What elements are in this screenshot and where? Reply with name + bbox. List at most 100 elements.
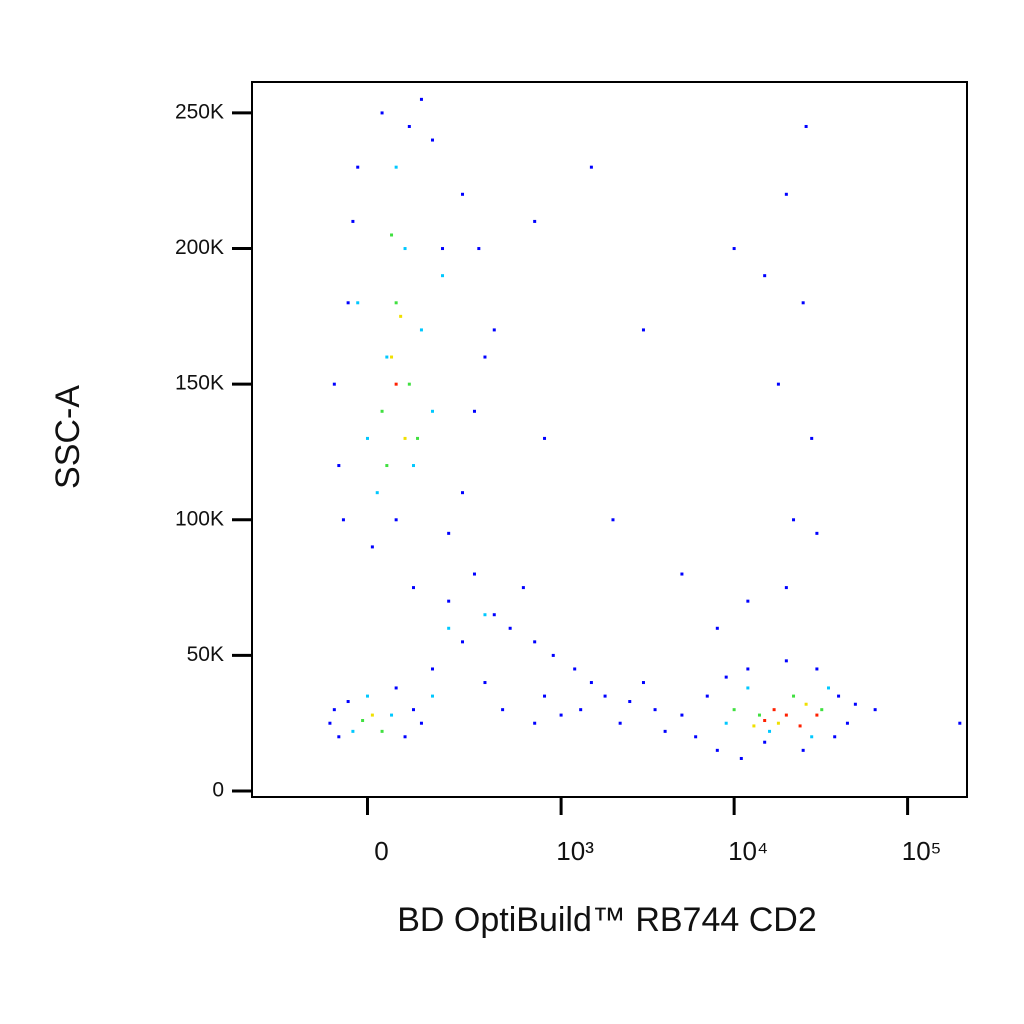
point	[810, 436, 814, 440]
point	[763, 719, 767, 723]
point	[663, 729, 667, 733]
point	[403, 436, 407, 440]
point	[772, 708, 776, 712]
point	[385, 355, 389, 359]
point	[837, 694, 841, 698]
point	[958, 721, 962, 725]
point	[483, 613, 487, 617]
point	[792, 694, 796, 698]
point	[447, 626, 451, 630]
y-tick-label: 250K	[175, 100, 224, 123]
point	[804, 702, 808, 706]
point	[768, 729, 772, 733]
point	[370, 713, 374, 717]
point	[763, 274, 767, 278]
point	[508, 626, 512, 630]
point	[441, 274, 445, 278]
point	[394, 686, 398, 690]
point	[628, 700, 632, 704]
point	[579, 708, 583, 712]
point	[533, 721, 537, 725]
point	[873, 708, 877, 712]
point	[394, 301, 398, 305]
point	[394, 518, 398, 522]
point	[763, 740, 767, 744]
x-tick-label: 0	[374, 836, 388, 866]
point	[543, 436, 547, 440]
x-axis-title: BD OptiBuild™ RB744 CD2	[397, 901, 817, 939]
point	[694, 735, 698, 739]
point	[461, 640, 465, 644]
point	[746, 667, 750, 671]
point	[680, 713, 684, 717]
y-tick-label: 100K	[175, 507, 224, 530]
point	[680, 572, 684, 576]
point	[394, 382, 398, 386]
point	[483, 355, 487, 359]
point	[845, 721, 849, 725]
point	[447, 599, 451, 603]
point	[815, 667, 819, 671]
point	[589, 165, 593, 169]
point	[399, 314, 403, 318]
point	[341, 518, 345, 522]
y-tick-label: 150K	[175, 372, 224, 395]
point	[776, 382, 780, 386]
point	[419, 97, 423, 101]
point	[492, 613, 496, 617]
x-tick-label: 10⁴	[728, 836, 768, 866]
point	[784, 192, 788, 196]
point	[461, 192, 465, 196]
point	[724, 721, 728, 725]
point	[815, 531, 819, 535]
point	[752, 724, 756, 728]
point	[603, 694, 607, 698]
plot-frame	[251, 81, 968, 798]
point	[618, 721, 622, 725]
point	[356, 301, 360, 305]
point	[346, 301, 350, 305]
point	[390, 355, 394, 359]
point	[820, 708, 824, 712]
point	[492, 328, 496, 332]
point	[441, 247, 445, 251]
point	[573, 667, 577, 671]
point	[365, 436, 369, 440]
point	[483, 681, 487, 685]
point	[533, 640, 537, 644]
point	[403, 735, 407, 739]
point	[351, 729, 355, 733]
x-tick-label: 10³	[556, 836, 594, 866]
point	[346, 700, 350, 704]
point	[447, 531, 451, 535]
point	[801, 748, 805, 752]
point	[351, 219, 355, 223]
point	[461, 491, 465, 495]
point	[332, 708, 336, 712]
point	[380, 409, 384, 413]
point	[407, 124, 411, 128]
point	[361, 719, 365, 723]
point	[589, 681, 593, 685]
point	[365, 694, 369, 698]
point	[521, 586, 525, 590]
point	[411, 586, 415, 590]
point	[715, 626, 719, 630]
point	[715, 748, 719, 752]
point	[798, 724, 802, 728]
point	[804, 124, 808, 128]
point	[375, 491, 379, 495]
point	[827, 686, 831, 690]
point	[641, 681, 645, 685]
point	[746, 599, 750, 603]
point	[430, 667, 434, 671]
point	[407, 382, 411, 386]
point	[472, 572, 476, 576]
point	[385, 464, 389, 468]
point	[328, 721, 332, 725]
point	[724, 675, 728, 679]
point	[419, 721, 423, 725]
point	[792, 518, 796, 522]
point	[394, 165, 398, 169]
